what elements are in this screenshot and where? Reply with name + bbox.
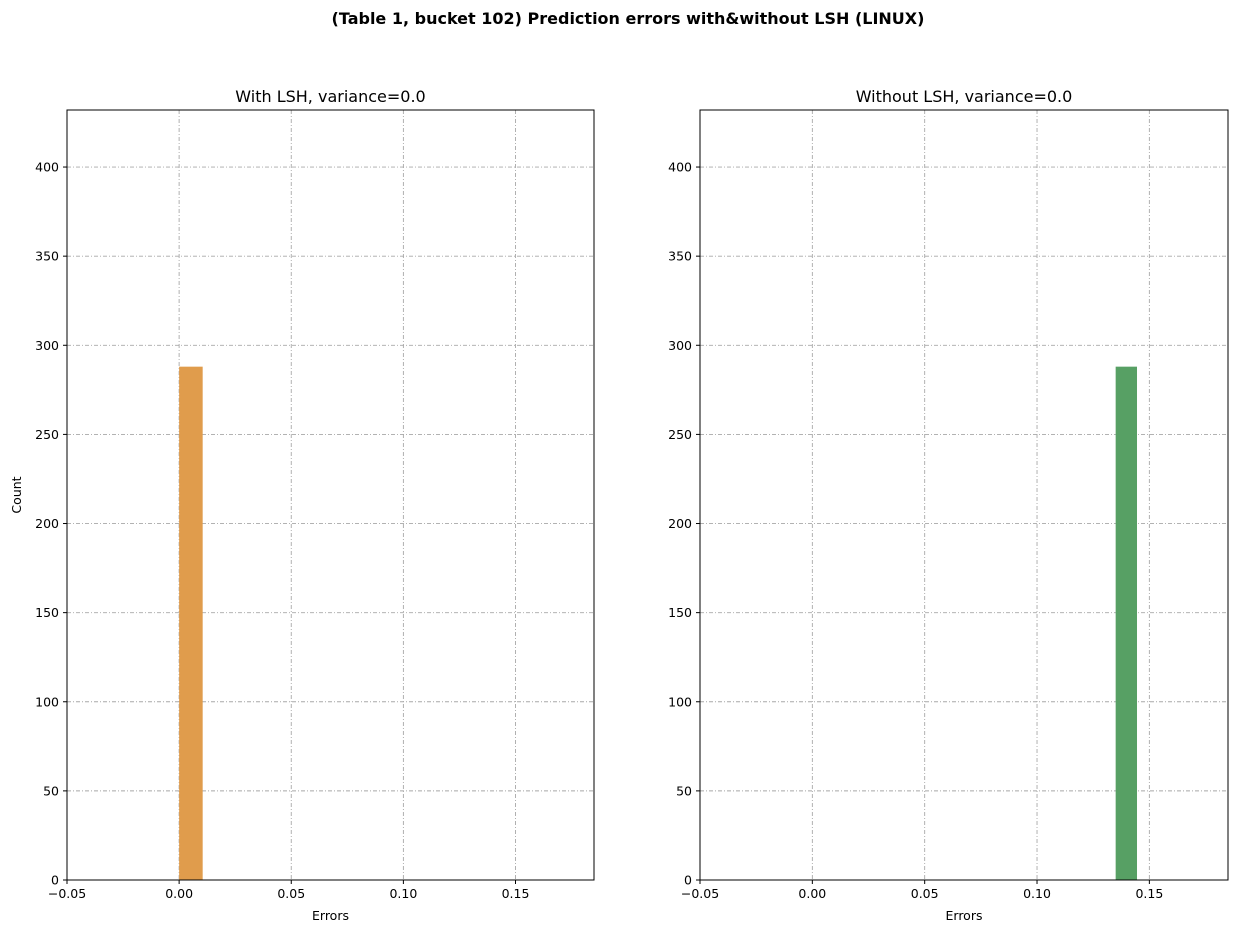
- y-tick-label: 0: [684, 873, 692, 888]
- x-axis-label: Errors: [312, 908, 349, 923]
- y-tick-label: 100: [35, 694, 59, 709]
- x-tick-label: 0.15: [1135, 886, 1163, 901]
- x-tick-label: 0.10: [389, 886, 417, 901]
- x-axis-label: Errors: [946, 908, 983, 923]
- x-tick-label: 0.00: [165, 886, 193, 901]
- y-tick-label: 400: [668, 160, 692, 175]
- x-tick-label: −0.05: [48, 886, 86, 901]
- y-tick-label: 150: [35, 605, 59, 620]
- axes-frame: [66, 109, 595, 881]
- subplot-title: With LSH, variance=0.0: [235, 87, 425, 106]
- subplot-with-lsh: −0.05 0.00 0.05 0.10 0.15 0 50 100 150 200 250 300 3…: [9, 87, 595, 923]
- y-axis-label: Count: [9, 476, 24, 513]
- x-tick-label: 0.00: [798, 886, 826, 901]
- x-tick-label: 0.05: [277, 886, 305, 901]
- y-tick-label: 200: [668, 516, 692, 531]
- y-tick-label: 200: [35, 516, 59, 531]
- y-tick-label: 50: [43, 783, 59, 798]
- figure-suptitle: (Table 1, bucket 102) Prediction errors …: [332, 9, 925, 28]
- histogram-bar: [1115, 366, 1138, 881]
- y-tick-label: 150: [668, 605, 692, 620]
- y-tick-label: 350: [35, 249, 59, 264]
- x-tick-label: 0.05: [911, 886, 939, 901]
- y-tick-label: 350: [668, 249, 692, 264]
- axes-frame: [699, 109, 1229, 881]
- y-tick-label: 0: [51, 873, 59, 888]
- y-tick-label: 250: [668, 427, 692, 442]
- y-tick-label: 300: [668, 338, 692, 353]
- subplot-without-lsh: −0.05 0.00 0.05 0.10 0.15 0 50 100 150 200 250 300 3…: [668, 87, 1229, 923]
- x-tick-label: −0.05: [681, 886, 719, 901]
- y-tick-label: 400: [35, 160, 59, 175]
- y-tick-label: 100: [668, 694, 692, 709]
- y-tick-label: 300: [35, 338, 59, 353]
- subplot-title: Without LSH, variance=0.0: [856, 87, 1073, 106]
- x-tick-label: 0.10: [1023, 886, 1051, 901]
- histogram-bar: [179, 366, 203, 881]
- y-tick-label: 250: [35, 427, 59, 442]
- y-tick-label: 50: [676, 783, 692, 798]
- x-tick-label: 0.15: [502, 886, 530, 901]
